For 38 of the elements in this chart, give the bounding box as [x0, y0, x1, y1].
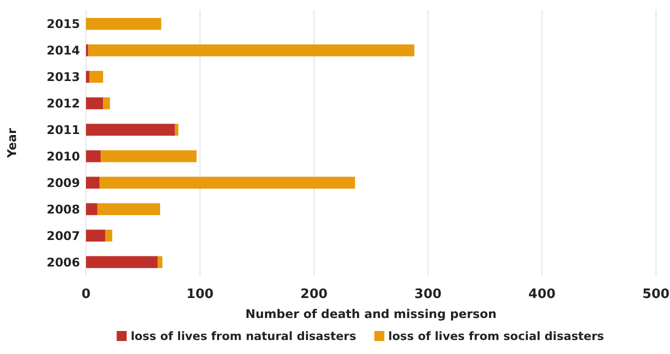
legend-label: loss of lives from social disasters	[388, 329, 604, 343]
bar	[88, 44, 414, 56]
y-tick-label: 2009	[46, 176, 80, 190]
bar	[86, 256, 158, 268]
bar	[86, 97, 104, 110]
y-tick-label: 2012	[46, 96, 80, 110]
bar	[105, 230, 112, 242]
bar	[100, 176, 356, 189]
bar	[97, 203, 160, 216]
y-tick-label: 2014	[46, 44, 80, 58]
bar	[86, 203, 98, 216]
x-tick-label: 500	[642, 287, 670, 302]
y-tick-label: 2006	[46, 255, 80, 270]
bar	[174, 124, 178, 136]
bar	[89, 70, 104, 83]
y-tick-label: 2010	[46, 149, 80, 164]
bar	[86, 176, 100, 189]
y-tick-label: 2007	[46, 228, 80, 243]
x-tick-label: 200	[300, 287, 328, 302]
y-tick-label: 2015	[46, 17, 80, 32]
y-tick-label: 2008	[46, 202, 80, 216]
bar	[86, 18, 162, 30]
x-tick-label: 100	[186, 287, 214, 302]
y-tick-label: 2011	[46, 122, 80, 137]
x-axis-title: Number of death and missing person	[245, 307, 497, 321]
bar	[158, 256, 162, 268]
x-tick-label: 300	[414, 287, 442, 302]
bar	[86, 124, 175, 136]
y-axis-title: Year	[5, 128, 19, 159]
bar	[86, 230, 106, 242]
bar	[100, 150, 197, 162]
bar	[86, 150, 101, 162]
legend-label: loss of lives from natural disasters	[130, 329, 356, 343]
x-tick-label: 0	[81, 287, 91, 302]
y-tick-label: 2013	[46, 70, 80, 84]
x-tick-label: 400	[528, 287, 556, 302]
bar	[86, 70, 90, 83]
bar	[103, 97, 110, 110]
